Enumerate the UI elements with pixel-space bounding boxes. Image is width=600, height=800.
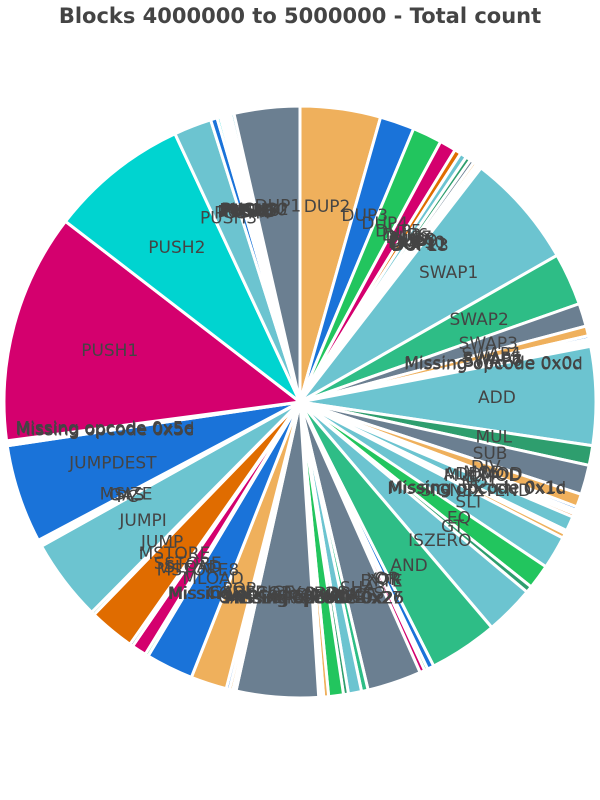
slice-label-20: Missing opcode 0x0d	[404, 354, 583, 374]
slice-label-78: PUSH9	[224, 201, 281, 221]
slice-label-51: Missing opcode 0x2e	[168, 584, 347, 604]
slice-label-42: ADDRESS	[302, 584, 384, 604]
slice-label-1: DUP3	[341, 206, 388, 226]
slice-label-5: DUP7	[386, 228, 433, 248]
slice-label-17: SWAP6	[463, 351, 522, 371]
chart-title: Blocks 4000000 to 5000000 - Total count	[58, 4, 542, 28]
slice-label-69: Missing opcode 0x5e	[16, 418, 195, 438]
slice-label-67: Missing opcode 0x5c	[16, 421, 193, 441]
slice-label-6: DUP8	[389, 230, 436, 250]
slice-label-79: PUSH10	[219, 201, 287, 221]
slice-label-4: DUP6	[382, 225, 429, 245]
slice-label-70: PUSH1	[81, 341, 138, 361]
slice-label-22: MUL	[475, 428, 512, 448]
slice-label-23: SUB	[473, 444, 508, 464]
slice-label-75: PUSH6	[219, 202, 276, 222]
slice-label-62: JUMPI	[118, 511, 166, 531]
slice-label-24: DIV	[471, 458, 501, 478]
slice-label-11: DUP13	[391, 236, 448, 256]
slice-label-40: BYTE	[360, 571, 402, 591]
slice-label-77: PUSH8	[222, 201, 279, 221]
slice-label-30: Missing opcode 0x1c	[388, 478, 565, 498]
slice-label-43: BALANCE	[297, 586, 377, 606]
slice-label-8: DUP10	[388, 233, 445, 253]
pie-slices	[2, 104, 598, 700]
slice-label-48: Missing opcode 0x26	[225, 588, 404, 608]
slice-label-60: MSTORE	[139, 544, 211, 564]
slice-label-36: ISZERO	[408, 531, 471, 551]
slice-label-41: SHA3	[340, 579, 386, 599]
slice-label-57: MSTORE8	[157, 561, 240, 581]
slice-label-71: PUSH2	[148, 238, 205, 258]
slice-label-38: OR	[374, 569, 399, 589]
slice-label-80: PUSH32	[221, 200, 289, 220]
pie-slice-71[interactable]	[63, 131, 302, 404]
slice-label-65: MSIZE	[100, 485, 153, 505]
slice-label-26: ADDMOD	[444, 465, 523, 485]
slice-label-0: DUP2	[304, 197, 351, 217]
slice-label-10: DUP12	[391, 235, 448, 255]
slice-label-35: GT	[441, 517, 465, 537]
slice-label-37: AND	[390, 556, 427, 576]
slice-label-50: CALLDATALOAD	[218, 588, 351, 608]
slice-label-45: CALLER	[292, 588, 357, 608]
slice-label-74: PUSH5	[217, 203, 274, 223]
slice-label-34: EQ	[447, 508, 471, 528]
slice-label-13: SWAP2	[450, 310, 509, 330]
slice-label-28: EXP	[466, 467, 499, 487]
slice-label-9: DUP11	[389, 234, 446, 254]
slice-label-33: SLT	[455, 492, 484, 512]
slice-label-59: SSTORE	[154, 554, 222, 574]
slice-label-18: SWAP7	[463, 352, 522, 372]
slice-label-58: SLOAD	[164, 557, 221, 577]
slice-label-39: XOR	[366, 570, 402, 590]
slice-label-32: SIGNEXTEND	[420, 481, 531, 501]
slice-label-52: Missing opcode 0x2f	[169, 584, 344, 604]
pie-slice-12[interactable]	[298, 165, 560, 404]
slice-label-76: PUSH7	[221, 202, 278, 222]
slice-label-64: GAS	[109, 486, 145, 506]
slice-label-2: DUP4	[361, 214, 408, 234]
pie-slice-70[interactable]	[2, 219, 304, 443]
slice-label-44: ORIGIN	[300, 587, 361, 607]
slice-label-47: Missing opcode 0x25	[226, 588, 405, 608]
slice-label-53: CODECOPY	[207, 584, 302, 604]
slice-label-81: DUP1	[255, 196, 302, 216]
slice-label-19: Missing opcode 0x0c	[404, 353, 581, 373]
slice-label-27: MULMOD	[444, 466, 522, 486]
slice-label-16: SWAP5	[463, 349, 522, 369]
slice-label-49: Missing opcode 0x27	[224, 589, 403, 609]
slice-label-15: SWAP4	[462, 345, 521, 365]
slice-label-73: PUSH4	[214, 204, 271, 224]
slice-label-46: CALLVALUE	[270, 588, 365, 608]
slice-labels: DUP2DUP3DUP4DUP5DUP6DUP7DUP8DUP9DUP10DUP…	[15, 196, 582, 608]
slice-label-61: JUMP	[140, 533, 183, 553]
slice-label-56: MLOAD	[182, 569, 243, 589]
slice-label-12: SWAP1	[419, 263, 478, 283]
slice-label-3: DUP5	[375, 221, 422, 241]
slice-label-29: NOT	[461, 473, 498, 493]
pie-slice-81[interactable]	[232, 104, 302, 403]
slice-label-54: GASPRICE	[209, 583, 294, 603]
slice-label-72: PUSH3	[200, 208, 257, 228]
slice-label-55: POP	[222, 579, 256, 599]
slice-label-31: Missing opcode 0x1d	[387, 479, 566, 499]
slice-label-7: DUP9	[391, 232, 438, 252]
slice-label-21: ADD	[478, 388, 516, 408]
slice-label-14: SWAP3	[459, 334, 518, 354]
slice-label-66: JUMPDEST	[68, 453, 157, 473]
slice-label-25: MOD	[463, 463, 504, 483]
slice-label-68: Missing opcode 0x5d	[15, 419, 194, 439]
slice-label-63: PC	[116, 487, 138, 507]
